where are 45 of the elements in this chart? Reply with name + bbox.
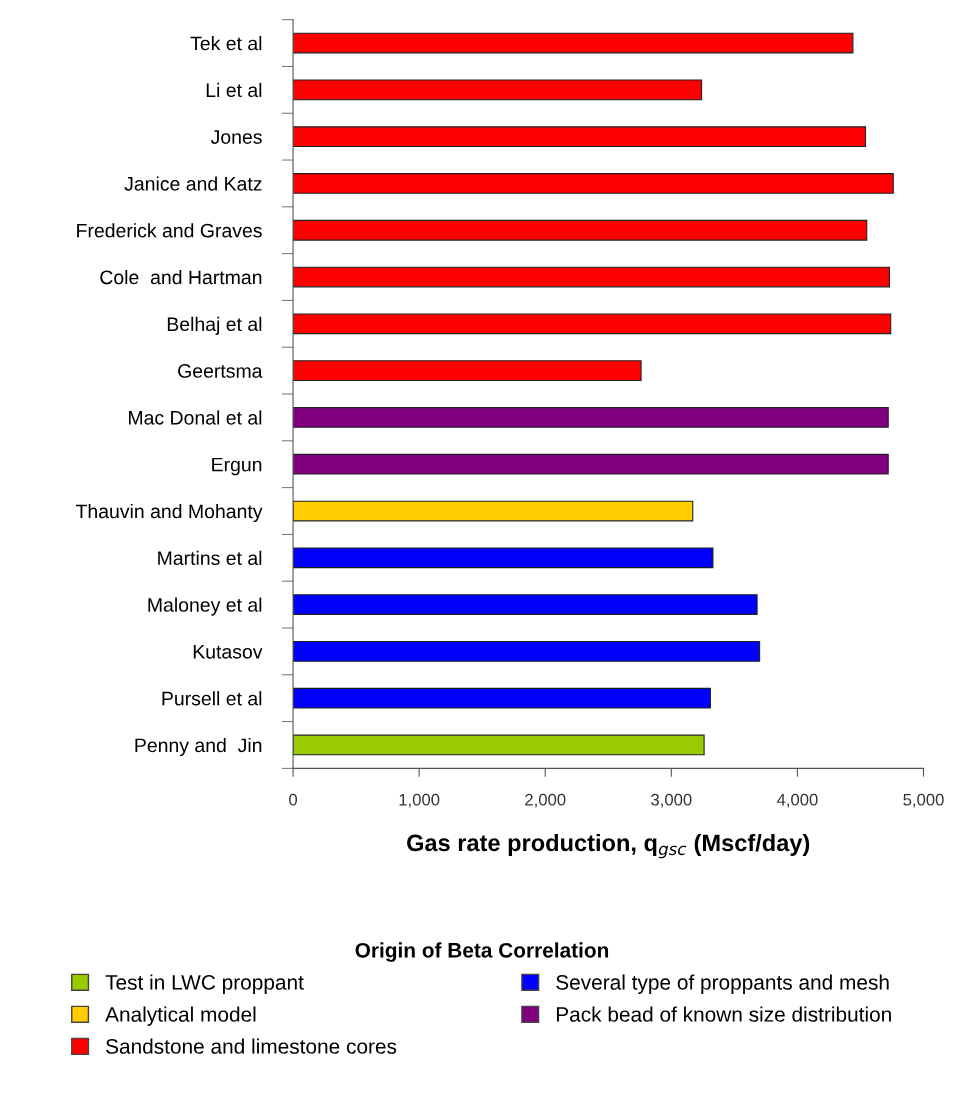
bar	[293, 453, 889, 475]
bar	[293, 641, 761, 662]
y-tick-label: Li et al	[206, 82, 262, 98]
x-tick-label: 4,000	[776, 793, 818, 808]
y-tick-label: Kutasov	[193, 645, 263, 659]
bar	[293, 500, 694, 522]
bar	[293, 32, 854, 54]
y-tick-label: Mac Donal et al	[129, 410, 262, 425]
y-tick-label: Jones	[210, 130, 262, 144]
x-tick-label: 0	[289, 793, 298, 806]
legend-label: Sandstone and limestone cores	[106, 1038, 397, 1054]
legend-label: Analytical model	[105, 1006, 256, 1026]
legend-label: Several type of proppants and mesh	[556, 974, 889, 994]
y-tick-label: Thauvin and Mohanty	[75, 503, 263, 523]
y-tick-label: Frederick and Graves	[77, 223, 262, 238]
bar	[293, 126, 867, 148]
y-tick-label: Geertsma	[178, 364, 263, 378]
x-axis-title: Gas rate production, q$_{gsc}$ (Mscf/day)	[407, 833, 810, 859]
y-tick-label: Martins et al	[158, 550, 262, 566]
bar	[293, 407, 889, 428]
legend-label: Test in LWC proppant	[105, 974, 304, 994]
y-tick-label: Pursell et al	[162, 691, 262, 706]
bar	[293, 594, 758, 615]
y-tick-label: Penny and Jin	[135, 737, 262, 757]
y-tick-label: Cole and Hartman	[100, 270, 262, 285]
bar	[293, 219, 868, 241]
bar	[293, 547, 714, 569]
legend-title: Origin of Beta Correlation	[355, 942, 609, 962]
y-tick-label: Belhaj et al	[167, 316, 262, 335]
x-tick-label: 1,000	[399, 793, 440, 808]
bar	[293, 79, 703, 101]
x-tick-label: 5,000	[903, 793, 944, 808]
legend-label: Pack bead of known size distribution	[556, 1006, 891, 1022]
y-tick-label: Ergun	[212, 457, 262, 476]
bar	[293, 313, 892, 335]
x-tick-label: 2,000	[525, 793, 566, 808]
bar	[293, 360, 642, 382]
bar	[293, 687, 711, 709]
y-tick-label: Tek et al	[190, 36, 262, 51]
y-tick-label: Janice and Katz	[124, 176, 262, 191]
bar	[293, 734, 705, 756]
bar	[293, 173, 894, 194]
bar	[293, 266, 891, 288]
x-tick-label: 3,000	[651, 793, 692, 808]
y-tick-label: Maloney et al	[148, 597, 262, 616]
